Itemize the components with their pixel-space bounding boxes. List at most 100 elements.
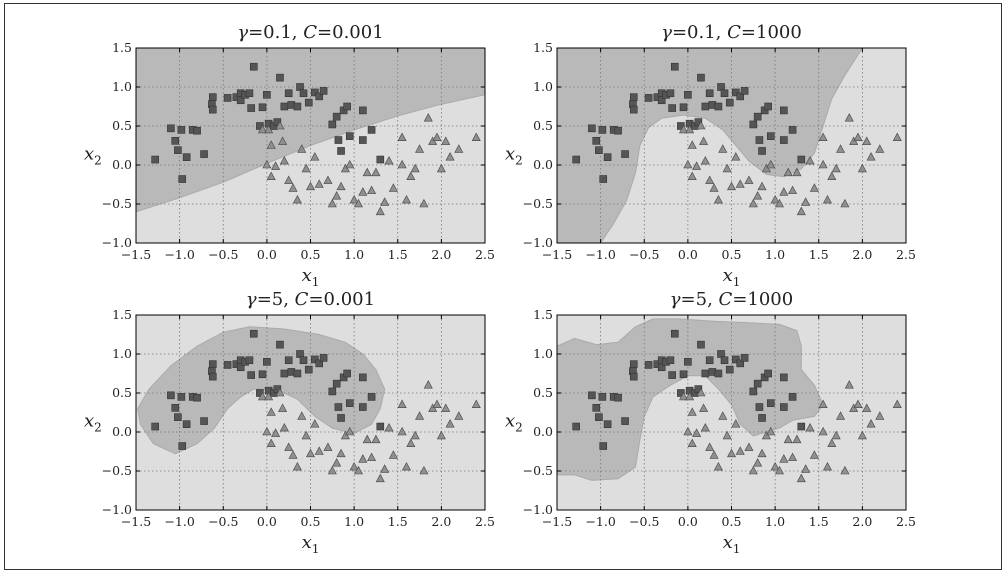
class0-point bbox=[697, 73, 705, 82]
class1-point bbox=[836, 144, 846, 153]
class0-point bbox=[256, 122, 264, 130]
class0-point bbox=[236, 96, 245, 105]
plot-border bbox=[135, 314, 486, 511]
class1-point bbox=[306, 181, 315, 191]
class1-point bbox=[327, 198, 337, 208]
class1-point bbox=[336, 181, 346, 191]
class1-point bbox=[406, 438, 416, 448]
class1-point bbox=[705, 175, 715, 184]
x-tick-label: −0.5 bbox=[629, 247, 659, 262]
class0-point bbox=[749, 120, 758, 129]
class0-point bbox=[311, 88, 319, 97]
class0-point bbox=[249, 329, 258, 338]
x-tick-label: 2.5 bbox=[896, 247, 916, 262]
class1-point bbox=[297, 144, 307, 153]
x-axis-label: x1 bbox=[723, 532, 741, 556]
class0-point bbox=[182, 420, 191, 429]
y-tick-label: 1.0 bbox=[112, 346, 132, 361]
class1-point bbox=[744, 175, 754, 184]
subplot-3: −1.5 −1.0 −0.5 0.0 0.5 1.0 1.5 2.0 2.5−1.0−0.50.… bbox=[84, 289, 495, 556]
y-tick-label: 1.0 bbox=[533, 79, 553, 94]
class1-point bbox=[836, 411, 846, 420]
plot-border bbox=[556, 47, 907, 244]
class0-point bbox=[766, 132, 775, 140]
class1-point bbox=[271, 428, 281, 437]
x-tick-label: 0.0 bbox=[257, 247, 277, 262]
class1-point bbox=[367, 185, 377, 195]
class0-point bbox=[644, 94, 653, 102]
x-tick-label: 1.5 bbox=[809, 514, 829, 529]
class1-point bbox=[687, 407, 697, 416]
x-tick-label: 2.5 bbox=[475, 514, 495, 529]
x-tick-label: 1.5 bbox=[809, 247, 829, 262]
y-tick-label: 1.5 bbox=[112, 307, 132, 322]
y-axis-label: x2 bbox=[84, 411, 102, 435]
class0-point bbox=[592, 137, 601, 145]
class0-point bbox=[629, 372, 638, 381]
class1-point bbox=[853, 132, 863, 141]
class1-point bbox=[397, 426, 407, 436]
x-axis-label: x1 bbox=[302, 532, 320, 556]
class0-point bbox=[345, 399, 354, 407]
class1-point bbox=[844, 113, 854, 122]
class0-point bbox=[614, 393, 622, 402]
x-tick-label: 1.0 bbox=[765, 514, 785, 529]
class1-point bbox=[779, 187, 789, 196]
class1-point bbox=[353, 465, 363, 475]
class1-point bbox=[705, 442, 715, 451]
class0-point bbox=[280, 102, 289, 111]
class1-point bbox=[454, 411, 464, 420]
class1-point bbox=[699, 136, 709, 145]
class1-point bbox=[380, 464, 390, 473]
class1-point bbox=[827, 438, 837, 448]
class1-point bbox=[345, 426, 355, 436]
class0-point bbox=[299, 356, 308, 365]
class1-point bbox=[397, 399, 407, 409]
class1-point bbox=[685, 124, 695, 134]
class1-point bbox=[875, 144, 885, 153]
class1-point bbox=[866, 419, 876, 428]
class1-point bbox=[445, 419, 455, 428]
class1-point bbox=[410, 163, 420, 173]
class0-point bbox=[621, 417, 629, 425]
class1-point bbox=[770, 461, 780, 471]
class1-point bbox=[301, 430, 311, 440]
y-tick-label: −1.0 bbox=[102, 502, 132, 517]
class1-point bbox=[401, 194, 411, 204]
class0-point bbox=[334, 136, 343, 144]
class0-point bbox=[797, 422, 806, 431]
class0-point bbox=[764, 369, 772, 378]
class0-point bbox=[359, 106, 367, 115]
x-tick-label: 0.0 bbox=[678, 247, 698, 262]
class1-point bbox=[818, 399, 828, 409]
class1-point bbox=[388, 183, 398, 192]
class0-point bbox=[177, 126, 186, 134]
class0-point bbox=[299, 89, 308, 98]
plot-border bbox=[135, 47, 486, 244]
class1-point bbox=[401, 461, 411, 471]
class1-point bbox=[748, 198, 758, 208]
class1-point bbox=[310, 419, 320, 428]
class1-point bbox=[415, 144, 425, 153]
class1-point bbox=[371, 167, 381, 177]
class1-point bbox=[441, 403, 451, 412]
class1-point bbox=[349, 461, 359, 471]
class0-point bbox=[725, 365, 734, 374]
class0-point bbox=[736, 359, 745, 368]
class0-point bbox=[599, 175, 608, 183]
class0-point bbox=[666, 356, 675, 365]
class0-point bbox=[705, 89, 714, 98]
class0-point bbox=[276, 73, 284, 82]
class0-point bbox=[657, 363, 666, 372]
class0-point bbox=[629, 93, 638, 101]
class0-point bbox=[644, 361, 653, 369]
class1-point bbox=[718, 411, 728, 420]
class0-point bbox=[684, 91, 692, 99]
class0-point bbox=[208, 372, 217, 381]
x-tick-label: −0.5 bbox=[629, 514, 659, 529]
x-tick-label: 0.5 bbox=[301, 247, 321, 262]
class1-point bbox=[862, 136, 872, 145]
class0-point bbox=[328, 387, 337, 396]
class1-point bbox=[388, 450, 398, 459]
class1-point bbox=[792, 434, 802, 444]
